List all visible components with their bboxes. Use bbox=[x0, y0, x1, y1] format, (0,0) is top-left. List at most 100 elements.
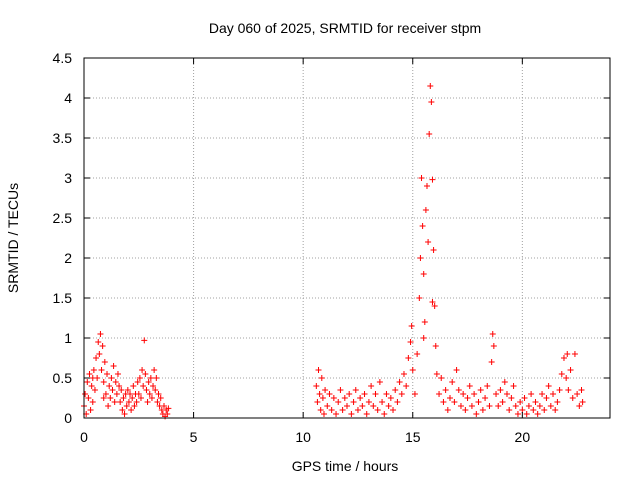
data-point bbox=[99, 343, 106, 349]
data-point bbox=[150, 383, 157, 389]
data-point bbox=[396, 379, 403, 385]
data-point bbox=[427, 83, 434, 89]
data-point bbox=[144, 399, 151, 405]
data-point bbox=[460, 391, 467, 397]
data-point bbox=[118, 387, 125, 393]
data-point bbox=[106, 383, 113, 389]
x-axis-label: GPS time / hours bbox=[292, 458, 399, 474]
y-tick-labels: 0 0.5 1 1.5 2 2.5 3 3.5 4 4.5 bbox=[53, 50, 73, 426]
data-point bbox=[131, 403, 138, 409]
y-tick-label: 2 bbox=[64, 250, 72, 266]
data-point bbox=[514, 411, 521, 417]
data-point bbox=[379, 399, 386, 405]
data-point bbox=[418, 175, 425, 181]
data-point bbox=[528, 391, 535, 397]
data-point bbox=[468, 403, 475, 409]
data-point bbox=[97, 331, 104, 337]
axis-ticks bbox=[83, 57, 610, 419]
data-points bbox=[81, 83, 586, 420]
data-point bbox=[165, 405, 172, 412]
data-point bbox=[319, 395, 326, 401]
y-tick-label: 4 bbox=[64, 90, 72, 106]
data-point bbox=[341, 395, 348, 401]
data-point bbox=[414, 351, 421, 357]
data-point bbox=[545, 383, 552, 389]
data-point bbox=[409, 367, 416, 373]
data-point bbox=[88, 383, 95, 389]
data-point bbox=[120, 395, 127, 401]
data-point bbox=[569, 395, 576, 401]
data-point bbox=[547, 403, 554, 409]
data-point bbox=[550, 391, 557, 397]
data-point bbox=[429, 299, 436, 305]
data-point bbox=[96, 351, 103, 357]
data-point bbox=[123, 403, 130, 409]
data-point bbox=[348, 411, 355, 417]
data-point bbox=[101, 359, 108, 365]
y-tick-label: 0.5 bbox=[53, 370, 73, 386]
data-point bbox=[145, 379, 152, 385]
data-point bbox=[523, 411, 530, 417]
data-point bbox=[82, 391, 89, 397]
data-point bbox=[558, 371, 565, 377]
data-point bbox=[417, 255, 424, 261]
data-point bbox=[495, 403, 502, 409]
data-point bbox=[425, 239, 432, 245]
data-point bbox=[84, 379, 91, 385]
data-point bbox=[489, 331, 496, 337]
data-point bbox=[466, 383, 473, 389]
data-point bbox=[374, 407, 381, 413]
data-point bbox=[423, 183, 430, 189]
data-point bbox=[328, 407, 335, 413]
data-point bbox=[324, 403, 331, 409]
x-tick-label: 0 bbox=[80, 429, 88, 445]
data-point bbox=[471, 391, 478, 397]
data-point bbox=[93, 355, 100, 361]
data-point bbox=[484, 383, 491, 389]
data-point bbox=[497, 387, 504, 393]
data-point bbox=[134, 379, 141, 385]
data-point bbox=[354, 407, 361, 413]
data-point bbox=[398, 391, 405, 397]
data-point bbox=[119, 407, 126, 413]
y-tick-label: 0 bbox=[64, 410, 72, 426]
data-point bbox=[322, 387, 329, 393]
data-point bbox=[100, 379, 107, 385]
data-point bbox=[579, 399, 586, 405]
x-tick-label: 20 bbox=[515, 429, 531, 445]
data-point bbox=[368, 383, 375, 389]
data-point bbox=[499, 399, 506, 405]
data-point bbox=[89, 375, 96, 381]
data-point bbox=[346, 391, 353, 397]
y-tick-label: 4.5 bbox=[53, 50, 73, 66]
data-point bbox=[152, 387, 159, 393]
chart-title: Day 060 of 2025, SRMTID for receiver stp… bbox=[209, 20, 481, 36]
data-point bbox=[422, 207, 429, 213]
data-point bbox=[432, 343, 439, 349]
data-point bbox=[133, 399, 140, 405]
data-point bbox=[428, 99, 435, 105]
data-point bbox=[139, 367, 146, 373]
y-tick-label: 2.5 bbox=[53, 210, 73, 226]
data-point bbox=[148, 395, 155, 401]
data-point bbox=[365, 399, 372, 405]
data-point bbox=[420, 271, 427, 277]
data-point bbox=[420, 335, 427, 341]
x-tick-labels: 0 5 10 15 20 bbox=[80, 429, 530, 445]
x-tick-label: 10 bbox=[295, 429, 311, 445]
data-point bbox=[416, 295, 423, 301]
data-point bbox=[405, 355, 412, 361]
y-axis-label: SRMTID / TECUs bbox=[5, 183, 21, 293]
data-point bbox=[473, 411, 480, 417]
data-point bbox=[464, 395, 471, 401]
data-point bbox=[352, 387, 359, 393]
data-point bbox=[104, 371, 111, 377]
y-tick-label: 1 bbox=[64, 330, 72, 346]
data-point bbox=[141, 337, 148, 344]
data-point bbox=[475, 399, 482, 405]
data-point bbox=[114, 371, 121, 377]
data-point bbox=[147, 375, 154, 381]
data-point bbox=[429, 176, 436, 183]
data-point bbox=[532, 399, 539, 405]
data-point bbox=[576, 403, 583, 409]
